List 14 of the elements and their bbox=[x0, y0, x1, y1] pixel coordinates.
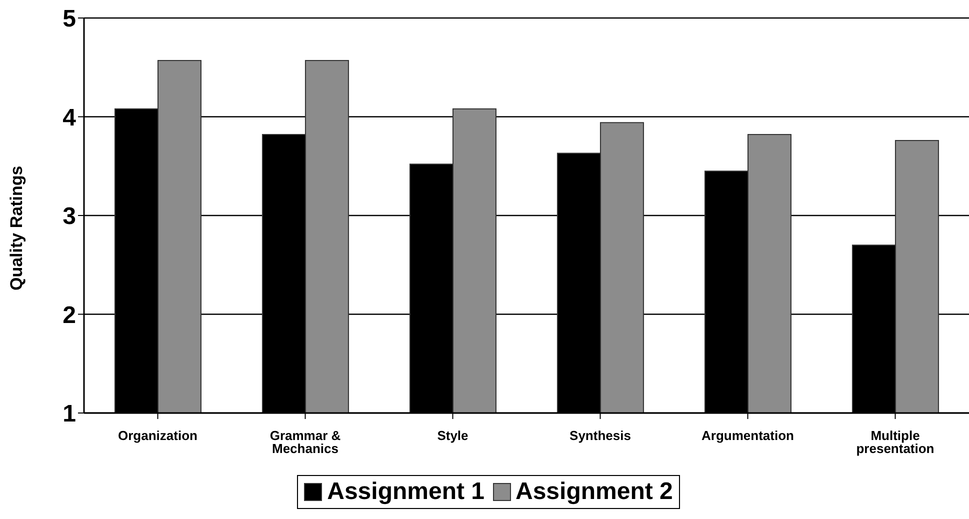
x-tick-label: Organization bbox=[118, 428, 198, 444]
x-tick-label: Style bbox=[437, 428, 468, 444]
y-axis-title: Quality Ratings bbox=[7, 166, 26, 290]
x-tick-label: Synthesis bbox=[570, 428, 631, 444]
y-tick-label: 5 bbox=[62, 6, 76, 33]
y-tick-label: 1 bbox=[62, 400, 76, 428]
legend-label: Assignment 1 bbox=[327, 478, 484, 506]
x-tick-label: Multiple presentation bbox=[856, 428, 934, 456]
x-tick-label: Grammar & Mechanics bbox=[270, 428, 341, 456]
y-tick-label: 2 bbox=[62, 302, 76, 329]
x-tick-label: Argumentation bbox=[702, 428, 794, 444]
legend-label: Assignment 2 bbox=[516, 478, 673, 506]
y-tick-label: 3 bbox=[62, 203, 76, 230]
y-tick-label: 4 bbox=[62, 104, 77, 132]
